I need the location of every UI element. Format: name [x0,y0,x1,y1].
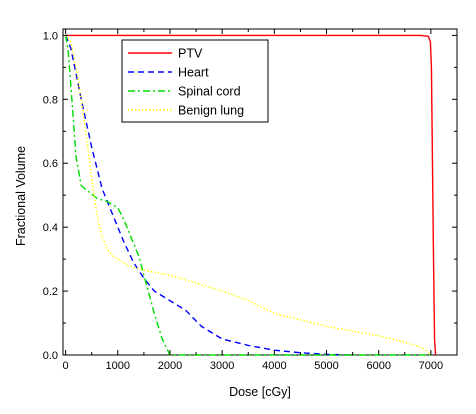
x-axis-title: Dose [cGy] [229,385,291,399]
series-line-ptv [65,34,437,356]
y-axis-title: Fractional Volume [14,146,28,246]
y-tick-label: 0.2 [43,286,58,298]
series-line-benign-lung [65,34,432,356]
y-tick-label: 0.0 [43,350,58,362]
x-tick-label: 2000 [158,360,182,372]
legend-entry-label: Heart [178,66,209,80]
x-tick-label: 0 [63,360,69,372]
x-tick-label: 7000 [419,360,443,372]
legend: PTV Heart Spinal cord Benign lung [121,39,269,123]
y-tick-label: 0.8 [43,94,58,106]
x-tick-label: 5000 [314,360,338,372]
x-tick-label: 4000 [262,360,286,372]
y-tick-label: 1.0 [43,30,58,42]
legend-entry-label: PTV [178,47,203,61]
ticks-group: 0 1000 2000 3000 4000 5000 6000 7000 0.0 0.2 0.4 0.… [43,29,457,372]
y-tick-label: 0.4 [43,222,58,234]
legend-entry-label: Benign lung [178,104,244,118]
x-tick-label: 1000 [106,360,130,372]
x-tick-label: 3000 [210,360,234,372]
legend-entry-label: Spinal cord [178,85,241,99]
x-tick-label: 6000 [366,360,390,372]
y-tick-label: 0.6 [43,158,58,170]
series-line-spinal-cord [64,35,431,356]
